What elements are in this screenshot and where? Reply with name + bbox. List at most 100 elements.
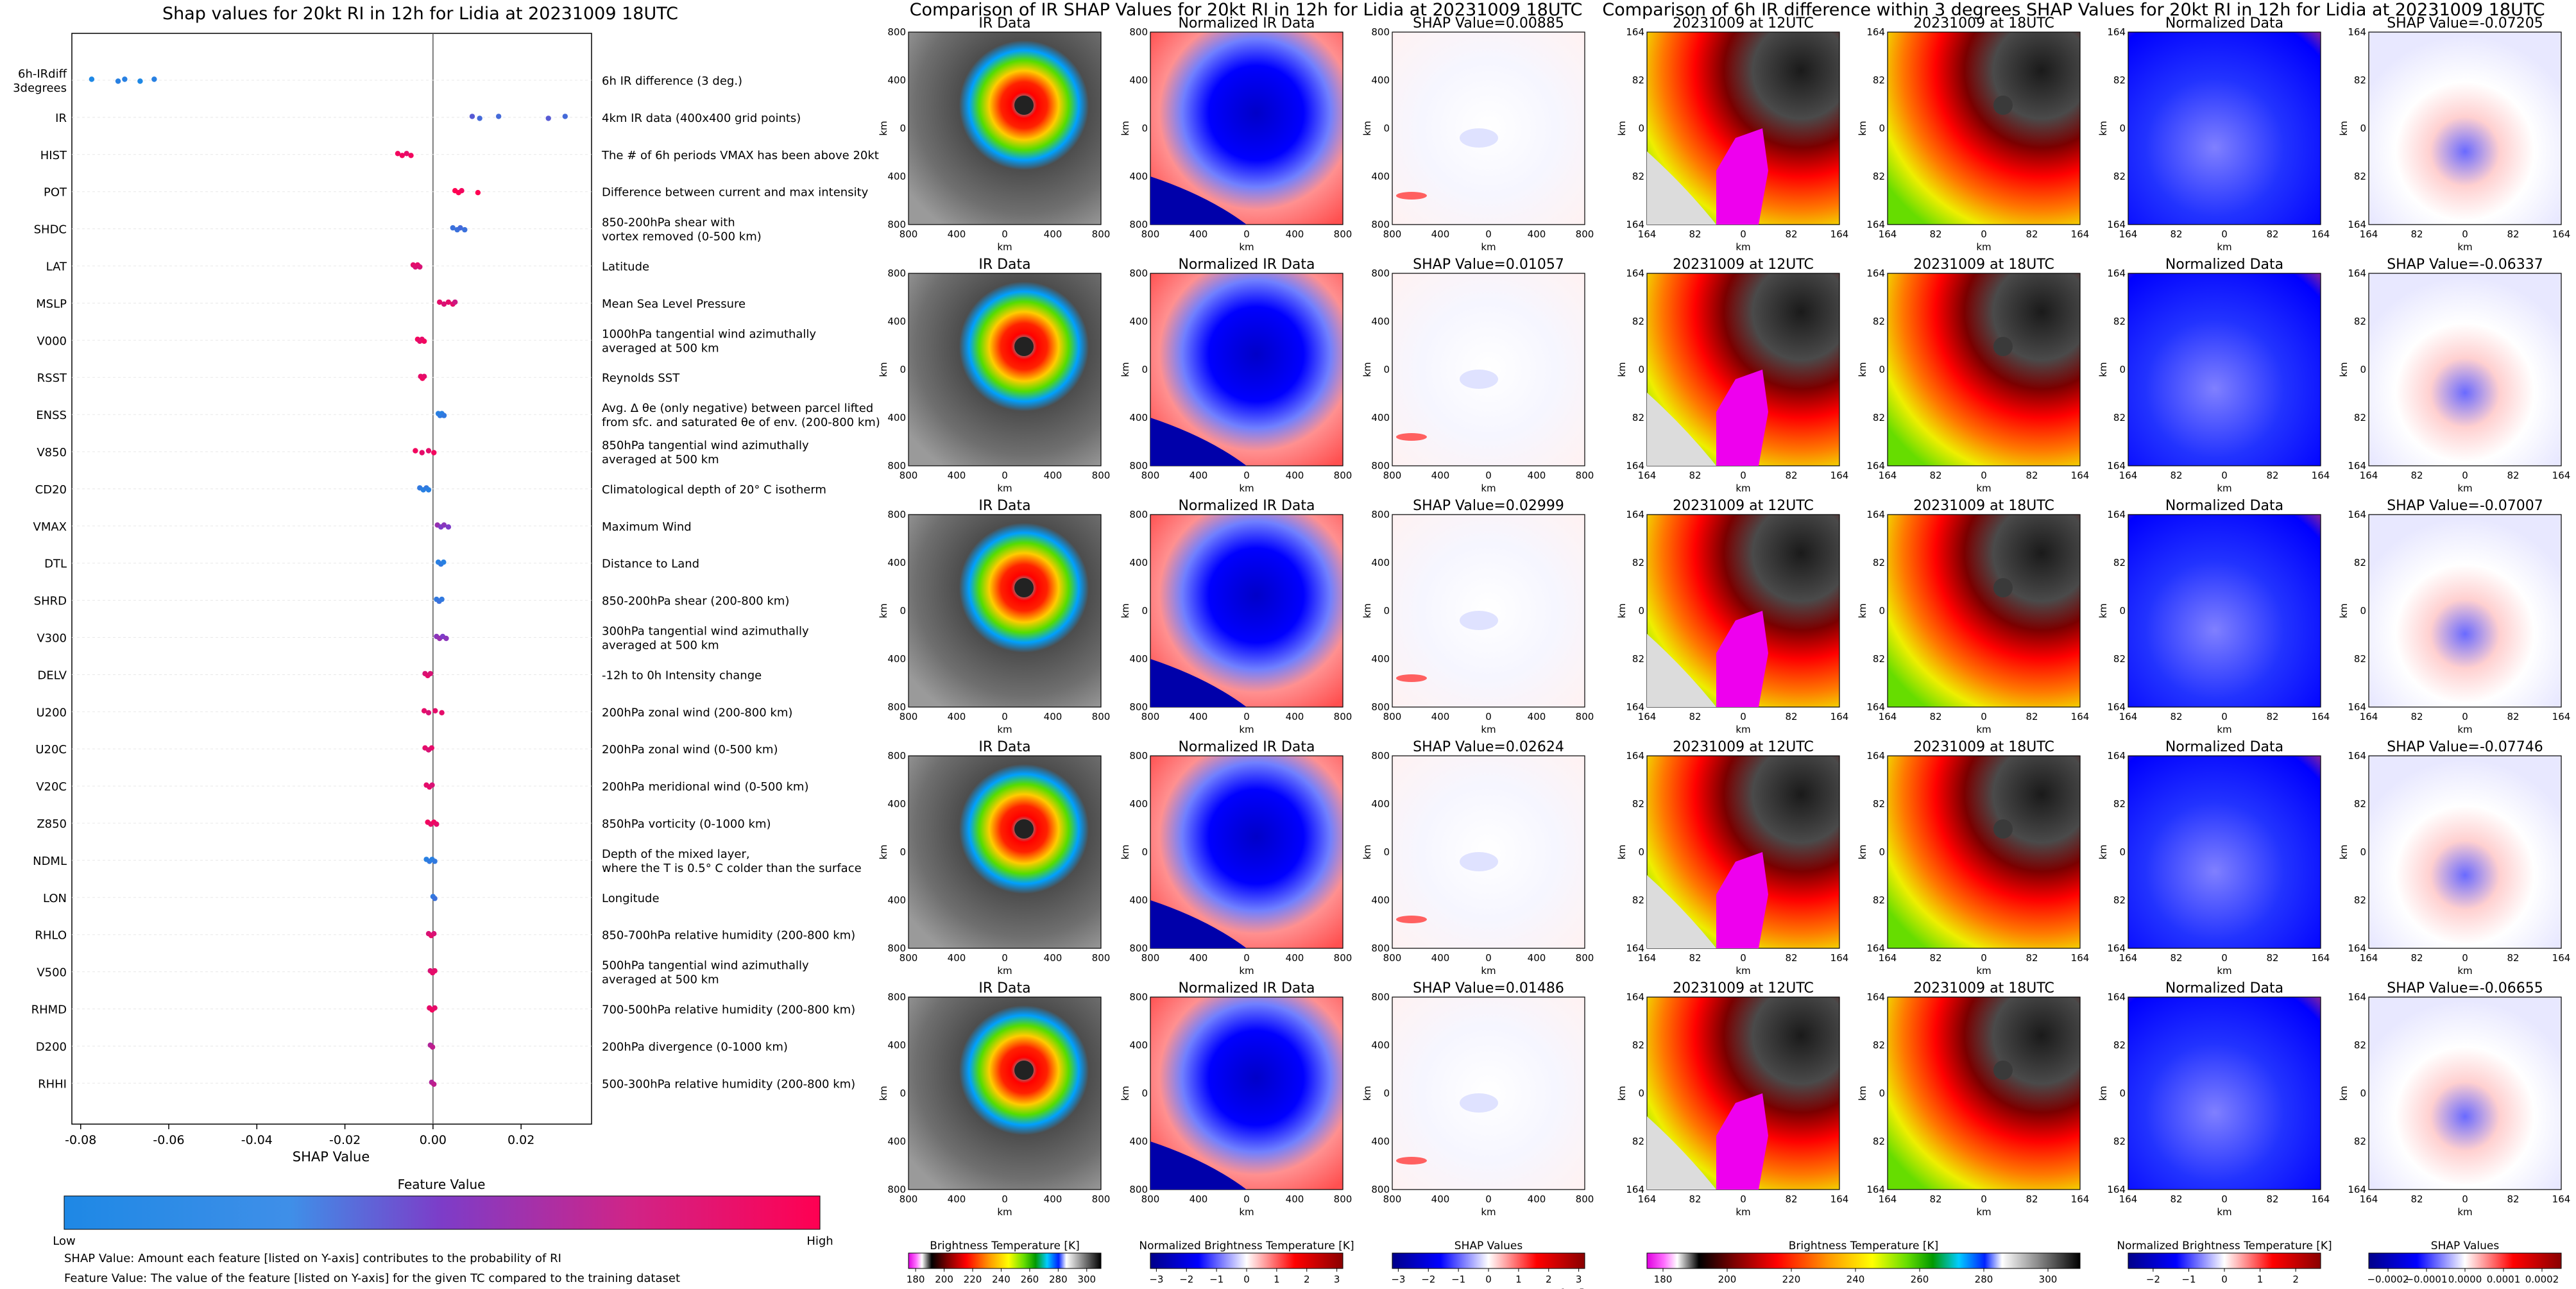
- shap-coldspot: [1460, 852, 1498, 871]
- panel-x-tick: 800: [900, 711, 918, 722]
- summary-x-ticks: -0.08 -0.06 -0.04 -0.02 0.00 0.02: [65, 1124, 534, 1147]
- feature-name-label: DTL: [44, 558, 67, 571]
- panel-y-tick: 82: [1632, 171, 1644, 182]
- colorbar-tick-label: 0: [1485, 1274, 1492, 1285]
- irdiff-colorbars: Brightness Temperature [K] 180 200 220 240 26…: [1646, 1240, 2562, 1285]
- shap-point: [421, 708, 427, 714]
- panel-y-tick: 800: [1129, 26, 1148, 38]
- panel-title: 20231009 at 18UTC: [1913, 15, 2054, 31]
- panel-y-tick: 82: [2354, 1136, 2366, 1147]
- panel-image: [1887, 273, 2081, 466]
- panel-xlabel: km: [1976, 241, 1991, 253]
- panel-x-tick: 400: [948, 711, 966, 722]
- panel-xlabel: km: [1736, 724, 1750, 735]
- colorbar-tick-label: 1: [1274, 1274, 1280, 1285]
- feature-description-label: Maximum Wind: [602, 520, 692, 534]
- shap-point: [421, 373, 427, 379]
- panel-y-tick: 164: [2107, 268, 2126, 279]
- panel-image: [1392, 996, 1585, 1190]
- panel-title: 20231009 at 12UTC: [1673, 980, 1814, 996]
- panel-y-tick: 164: [1626, 509, 1644, 520]
- colorbar-label: Brightness Temperature [K]: [930, 1240, 1079, 1252]
- panel-x-tick: 0: [2462, 1193, 2468, 1205]
- panel-ylabel: km: [1361, 1086, 1373, 1100]
- panel-y-tick: 0: [2360, 605, 2366, 617]
- panel-x-tick: 164: [2119, 952, 2138, 964]
- shap-point: [408, 153, 414, 158]
- image-panel: 20231009 at 12UTC1641648282008282164164k…: [1616, 257, 1848, 494]
- panel-x-tick: 164: [2119, 1193, 2138, 1205]
- shap-point: [421, 338, 427, 344]
- shap-point: [429, 745, 435, 751]
- panel-y-tick: 400: [1371, 557, 1390, 568]
- panel-x-tick: 800: [1092, 1193, 1111, 1205]
- panel-ylabel: km: [2338, 1086, 2350, 1100]
- panel-y-tick: 82: [2354, 557, 2366, 568]
- panel-xlabel: km: [1736, 241, 1750, 253]
- panel-x-tick: 164: [2119, 470, 2138, 481]
- panel-ylabel: km: [1616, 362, 1628, 377]
- panel-y-tick: 800: [1371, 219, 1390, 230]
- panel-y-tick: 0: [1383, 605, 1390, 617]
- panel-x-tick: 800: [900, 1193, 918, 1205]
- shap-point: [452, 299, 458, 305]
- panel-y-tick: 82: [1873, 171, 1885, 182]
- colorbar-high-label: High: [806, 1234, 833, 1248]
- storm-eye: [1014, 96, 1034, 115]
- panel-x-tick: 0: [2462, 952, 2468, 964]
- feature-row: ENSS Avg. Δ θe (only negative) between pa…: [36, 402, 880, 429]
- panel-x-tick: 0: [1740, 711, 1746, 722]
- feature-description-label: 850-700hPa relative humidity (200-800 km…: [602, 929, 855, 943]
- shap-point: [445, 524, 452, 530]
- colorbar-tick-label: 260: [1021, 1274, 1039, 1285]
- panel-x-tick: 800: [1576, 1193, 1594, 1205]
- feature-name-label: DELV: [37, 669, 67, 682]
- panel-y-tick: 0: [2119, 1088, 2126, 1099]
- panel-y-tick: 82: [2113, 1136, 2126, 1147]
- panel-y-tick: 164: [1626, 460, 1644, 472]
- panel-x-tick: 82: [1689, 228, 1701, 240]
- panel-xlabel: km: [997, 724, 1012, 735]
- colorbar: Brightness Temperature [K] 180 200 220 240 26…: [907, 1240, 1102, 1285]
- colorbar-gradient: [1392, 1252, 1585, 1269]
- panel-x-tick: 164: [2360, 470, 2378, 481]
- panel-y-tick: 82: [2354, 894, 2366, 906]
- panel-title: SHAP Value=0.02999: [1413, 498, 1564, 514]
- shap-point: [445, 299, 452, 305]
- feature-name-label: SHRD: [34, 595, 67, 608]
- panel-y-tick: 82: [1873, 557, 1885, 568]
- panel-x-tick: 0: [1002, 470, 1008, 481]
- image-panel: SHAP Value=-0.07205164164828200828216416…: [2338, 15, 2570, 253]
- feature-name-label: U200: [36, 706, 67, 719]
- feature-row: RSST Reynolds SST: [37, 371, 681, 385]
- image-panel: SHAP Value=-0.06655164164828200828216416…: [2338, 980, 2570, 1218]
- panel-xlabel: km: [2457, 1206, 2472, 1218]
- panel-y-tick: 400: [1371, 1136, 1390, 1147]
- panel-x-tick: 82: [2507, 711, 2519, 722]
- panel-title: IR Data: [978, 980, 1030, 996]
- shap-point: [443, 635, 449, 642]
- cold-cloud-region: [1716, 128, 1768, 225]
- image-panel: SHAP Value=0.010578008004004000040040080…: [1361, 257, 1594, 494]
- panel-x-tick: 400: [948, 952, 966, 964]
- panel-x-tick: 800: [1383, 1193, 1402, 1205]
- feature-name-label: V300: [37, 632, 67, 645]
- panel-x-tick: 800: [1092, 470, 1111, 481]
- x-tick-label: 0.02: [508, 1133, 534, 1147]
- colorbar-gradient: [1646, 1252, 2081, 1269]
- panel-x-tick: 82: [2170, 711, 2182, 722]
- feature-row: VMAX Maximum Wind: [33, 520, 692, 534]
- panel-image: [2128, 996, 2321, 1190]
- feature-name-label: Z850: [37, 817, 67, 831]
- panel-x-tick: 800: [1092, 711, 1111, 722]
- panel-title: IR Data: [978, 498, 1030, 514]
- panel-x-tick: 400: [1431, 711, 1450, 722]
- panel-x-tick: 400: [1528, 470, 1546, 481]
- warm-region: [1647, 1116, 1716, 1190]
- panel-ylabel: km: [1120, 603, 1131, 618]
- panel-xlabel: km: [2457, 482, 2472, 494]
- panel-y-tick: 164: [2107, 701, 2126, 713]
- panel-image: [908, 514, 1102, 708]
- panel-image: [908, 996, 1102, 1190]
